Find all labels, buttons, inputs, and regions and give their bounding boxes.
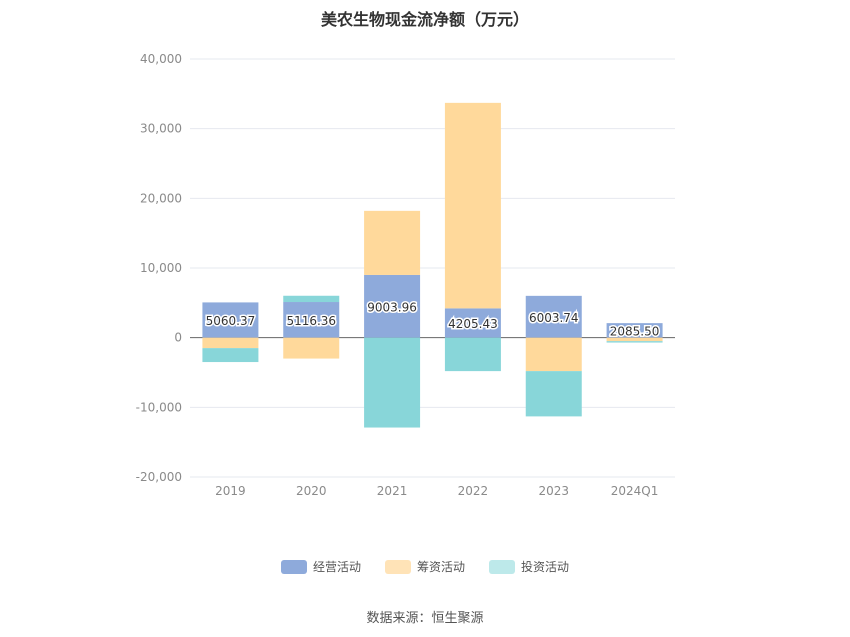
- bar-1-2021: [364, 210, 421, 275]
- bar-2-2023: [525, 371, 582, 417]
- x-tick-label: 2021: [377, 484, 408, 498]
- y-tick-label: -20,000: [136, 470, 182, 484]
- y-tick-label: -10,000: [136, 400, 182, 414]
- legend-item-investing[interactable]: 投资活动: [489, 558, 569, 575]
- data-label-operating: 4205.43: [448, 317, 498, 331]
- legend-swatch-financing: [384, 559, 411, 574]
- bar-2-2021: [364, 337, 421, 428]
- legend-label-investing: 投资活动: [521, 560, 570, 574]
- chart-title: 美农生物现金流净额（万元）: [320, 10, 529, 29]
- source-note: 数据来源：恒生聚源: [366, 611, 484, 626]
- y-tick-label: 0: [174, 331, 182, 345]
- y-tick-label: 20,000: [140, 191, 182, 205]
- legend-label-financing: 筹资活动: [416, 560, 465, 574]
- bar-0-2020: [283, 302, 340, 338]
- data-label-operating: 9003.96: [367, 300, 417, 314]
- data-label-operating: 5116.36: [286, 314, 336, 328]
- bar-0-2023: [525, 295, 582, 338]
- bar-0-2019: [202, 302, 259, 338]
- bar-2-2019: [202, 348, 259, 363]
- x-tick-label: 2020: [296, 484, 327, 498]
- legend: 经营活动 筹资活动 投资活动: [0, 558, 850, 575]
- data-label-operating: 2085.50: [610, 324, 660, 338]
- data-label-operating: 6003.74: [529, 311, 579, 325]
- bar-1-2022: [444, 102, 501, 309]
- x-tick-label: 2022: [458, 484, 489, 498]
- bar-2-2020: [283, 295, 340, 303]
- y-tick-label: 30,000: [140, 122, 182, 136]
- legend-swatch-investing: [489, 559, 515, 574]
- x-tick-label: 2023: [538, 484, 569, 498]
- legend-item-financing[interactable]: 筹资活动: [384, 558, 465, 575]
- bar-1-2020: [283, 337, 340, 359]
- bar-0-2024Q1: [606, 323, 663, 338]
- bar-1-2019: [202, 337, 259, 349]
- bar-0-2021: [364, 274, 421, 338]
- x-tick-label: 2024Q1: [611, 484, 659, 498]
- y-tick-label: 40,000: [140, 52, 182, 66]
- legend-label-operating: 经营活动: [312, 560, 361, 574]
- x-tick-label: 2019: [215, 484, 246, 498]
- legend-swatch-operating: [280, 559, 307, 574]
- bar-2-2024Q1: [606, 341, 663, 343]
- bar-1-2023: [525, 337, 582, 372]
- bar-0-2022: [444, 308, 501, 338]
- data-label-operating: 5060.37: [206, 314, 256, 328]
- bar-1-2024Q1: [606, 337, 663, 342]
- bar-2-2022: [444, 337, 501, 372]
- y-tick-label: 10,000: [140, 261, 182, 275]
- legend-item-operating[interactable]: 经营活动: [280, 558, 361, 575]
